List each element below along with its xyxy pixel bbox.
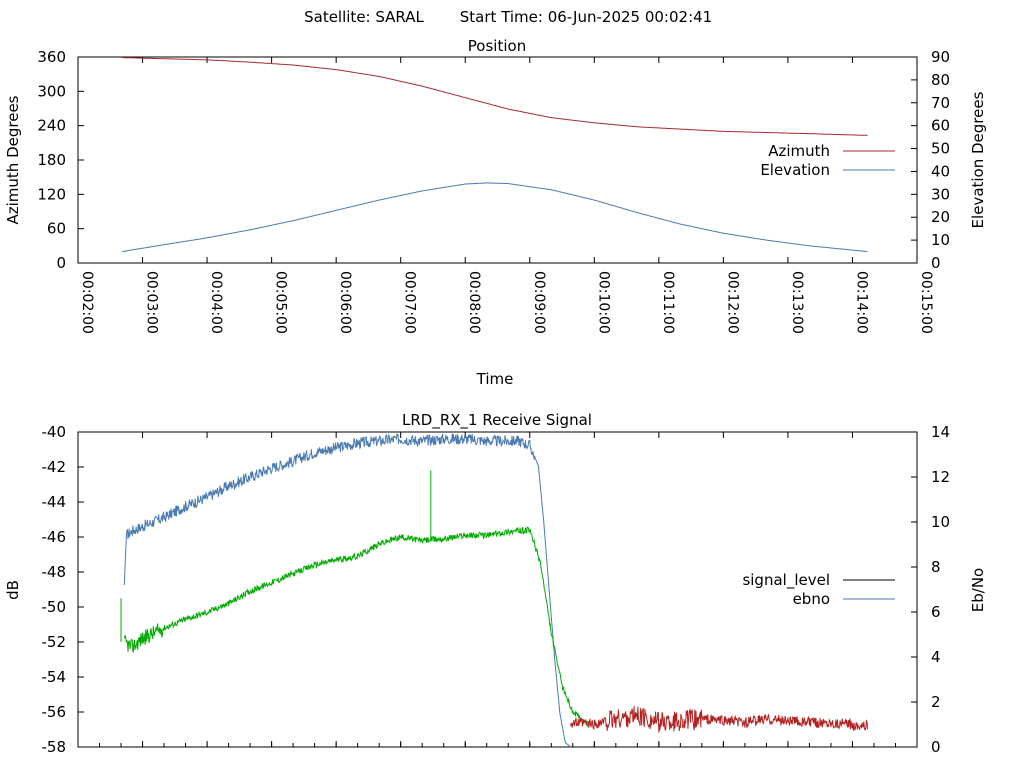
series-azimuth-line <box>122 57 868 136</box>
position-ytick-label: 60 <box>47 220 66 238</box>
receive-signal-plot-frame <box>77 431 918 748</box>
receive-signal-ylabel: dB <box>4 580 22 600</box>
receive-signal-ytick-label: -52 <box>42 633 67 651</box>
receive-signal-lines <box>120 433 868 748</box>
position-xtick-label: 00:12:00 <box>724 271 740 334</box>
position-ytick-label: 360 <box>37 48 66 66</box>
position-xtick-label: 00:08:00 <box>466 271 482 334</box>
position-xtick-label: 00:13:00 <box>789 271 805 334</box>
position-xtick-label: 00:11:00 <box>660 271 676 334</box>
position-ticks: 00:02:00 00:03:00 00:04:00 00:05:00 00:06:00… <box>37 48 950 334</box>
position-y2tick-label: 80 <box>931 71 950 89</box>
position-title: Position <box>468 37 526 55</box>
legend-signal-level-label: signal_level <box>742 571 830 590</box>
receive-signal-y2tick-label: 12 <box>931 468 950 486</box>
position-y2label: Elevation Degrees <box>969 91 987 228</box>
position-ytick-label: 0 <box>56 254 66 272</box>
position-y2tick-label: 30 <box>931 185 950 203</box>
receive-signal-ytick-label: -42 <box>42 458 67 476</box>
position-xtick-label: 00:10:00 <box>595 271 611 334</box>
receive-signal-y2tick-label: 6 <box>931 603 941 621</box>
position-lines <box>122 57 868 253</box>
position-ylabel: Azimuth Degrees <box>4 95 22 224</box>
start-time-label: Start Time: 06-Jun-2025 00:02:41 <box>460 8 712 26</box>
position-panel: Position 00:02:00 00:03:00 00:04:00 00:05:0… <box>4 37 987 388</box>
receive-signal-title: LRD_RX_1 Receive Signal <box>402 411 592 430</box>
series-ebno-line <box>123 433 571 748</box>
position-y2tick-label: 40 <box>931 162 950 180</box>
series-elevation-line <box>122 182 868 253</box>
position-ytick-label: 120 <box>37 185 66 203</box>
position-plot-frame <box>77 56 918 264</box>
position-xlabel: Time <box>476 370 514 388</box>
position-legend: Azimuth Elevation <box>760 142 895 179</box>
position-y2tick-label: 50 <box>931 140 950 158</box>
position-ytick-label: 300 <box>37 82 66 100</box>
position-y2tick-label: 70 <box>931 94 950 112</box>
receive-signal-ytick-label: -56 <box>42 703 67 721</box>
position-y2tick-label: 90 <box>931 48 950 66</box>
position-xtick-label: 00:03:00 <box>144 271 160 334</box>
receive-signal-y2tick-label: 8 <box>931 558 941 576</box>
receive-signal-y2tick-label: 0 <box>931 738 941 756</box>
position-xtick-label: 00:05:00 <box>273 271 289 334</box>
series-red-noise-line <box>570 705 868 733</box>
receive-signal-ytick-label: -48 <box>42 563 67 581</box>
position-xtick-label: 00:15:00 <box>918 271 934 334</box>
legend-elevation-label: Elevation <box>760 161 830 179</box>
receive-signal-ticks: -58 -56 -54 -52 -50 -48 -46 -44 -42 -40 0 2 4 6 8 10 12 1… <box>42 423 951 756</box>
receive-signal-ytick-label: -40 <box>42 423 67 441</box>
receive-signal-ytick-label: -58 <box>42 738 67 756</box>
position-xtick-label: 00:06:00 <box>337 271 353 334</box>
position-y2tick-label: 60 <box>931 117 950 135</box>
legend-azimuth-label: Azimuth <box>768 142 830 160</box>
receive-signal-y2tick-label: 4 <box>931 648 941 666</box>
receive-signal-y2label: Eb/No <box>969 568 987 612</box>
receive-signal-ytick-label: -44 <box>42 493 67 511</box>
legend-ebno-label: ebno <box>793 590 830 608</box>
receive-signal-legend: signal_level ebno <box>742 571 895 608</box>
receive-signal-ytick-label: -50 <box>42 598 67 616</box>
receive-signal-ytick-label: -46 <box>42 528 67 546</box>
position-ytick-label: 240 <box>37 117 66 135</box>
position-xtick-label: 00:14:00 <box>853 271 869 334</box>
position-ytick-label: 180 <box>37 151 66 169</box>
satellite-label: Satellite: SARAL <box>304 8 424 26</box>
receive-signal-y2tick-label: 14 <box>931 423 950 441</box>
position-xtick-label: 00:04:00 <box>208 271 224 334</box>
position-y2tick-label: 20 <box>931 208 950 226</box>
receive-signal-panel: LRD_RX_1 Receive Signal -58-56-54-52-50-… <box>4 411 987 756</box>
receive-signal-ytick-label: -54 <box>42 668 67 686</box>
series-signal-level-line <box>123 526 590 728</box>
position-y2tick-label: 0 <box>931 254 941 272</box>
receive-signal-y2tick-label: 2 <box>931 693 941 711</box>
position-xtick-label: 00:02:00 <box>79 271 95 334</box>
position-y2tick-label: 10 <box>931 231 950 249</box>
position-xtick-label: 00:09:00 <box>531 271 547 334</box>
position-xtick-label: 00:07:00 <box>402 271 418 334</box>
receive-signal-y2tick-label: 10 <box>931 513 950 531</box>
